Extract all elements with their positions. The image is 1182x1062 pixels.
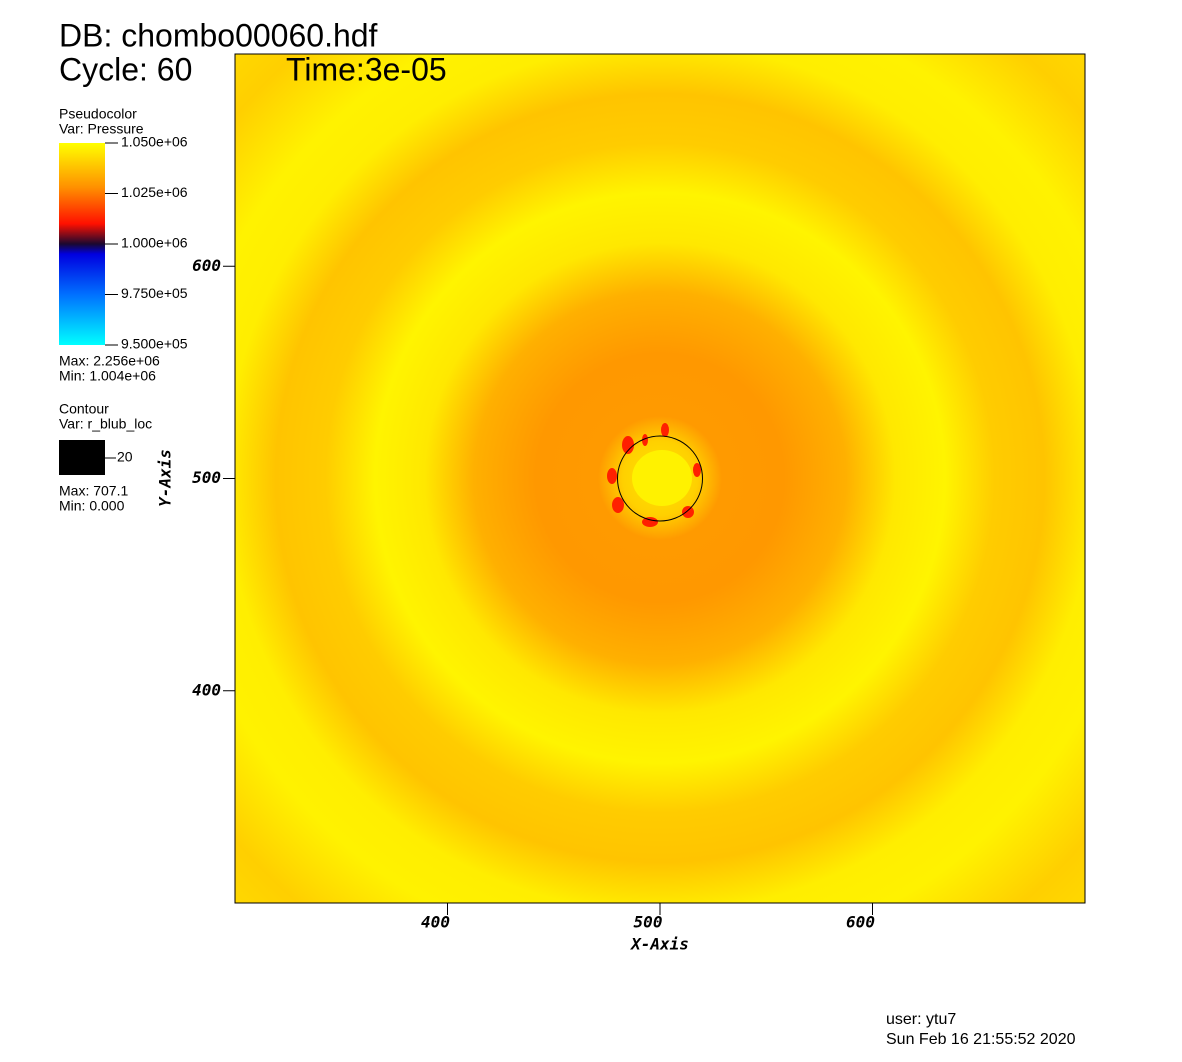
contour-level-label: 20 (117, 449, 133, 465)
colorbar-tick-label: 1.050e+06 (121, 134, 188, 150)
colorbar-min: Min: 1.004e+06 (59, 368, 156, 384)
colorbar-tick-label: 1.025e+06 (121, 184, 188, 200)
y-tick-label: 600 (192, 256, 221, 275)
y-tick-label: 400 (192, 680, 221, 699)
colorbar-tick-label: 9.500e+05 (121, 336, 188, 352)
contour-swatch (59, 440, 105, 475)
contour-max: Max: 707.1 (59, 483, 128, 499)
x-tick-label: 500 (634, 913, 663, 932)
y-axis-label: Y-Axis (156, 449, 175, 507)
colorbar-max: Max: 2.256e+06 (59, 353, 160, 369)
colorbar-var: Var: Pressure (59, 121, 144, 137)
field (235, 54, 1085, 903)
colorbar (59, 143, 105, 345)
contour-line (617, 435, 703, 522)
colorbar-title: Pseudocolor (59, 106, 137, 122)
y-tick-label: 500 (192, 468, 221, 487)
db-title: DB: chombo00060.hdf (59, 17, 378, 53)
x-tick-label: 600 (846, 913, 875, 932)
contour-var: Var: r_blub_loc (59, 416, 152, 432)
x-tick-label: 400 (421, 913, 450, 932)
contour-min: Min: 0.000 (59, 498, 125, 514)
blobs (607, 423, 701, 527)
colorbar-tick-label: 9.750e+05 (121, 285, 188, 301)
date: Sun Feb 16 21:55:52 2020 (886, 1031, 1076, 1048)
core (632, 450, 692, 506)
colorbar-tick-label: 1.000e+06 (121, 235, 188, 251)
user: user: ytu7 (886, 1011, 956, 1028)
contour-title: Contour (59, 401, 109, 417)
x-axis-label: X-Axis (629, 935, 689, 954)
time: Time:3e-05 (286, 51, 447, 87)
cycle: Cycle: 60 (59, 51, 192, 87)
